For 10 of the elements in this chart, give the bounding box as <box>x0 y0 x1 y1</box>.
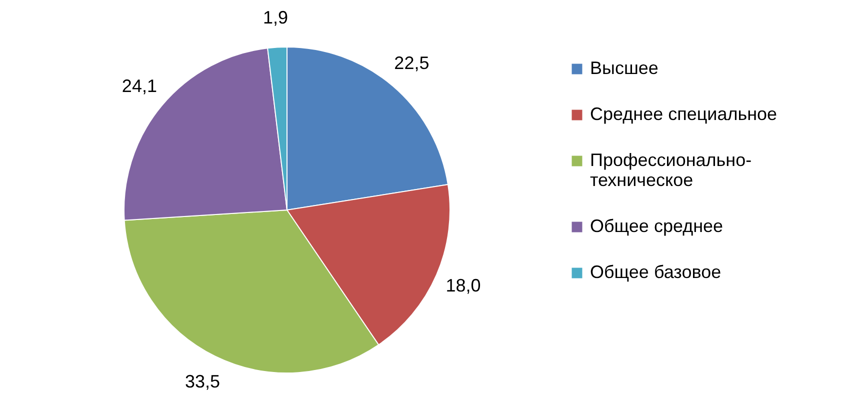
data-label: 24,1 <box>122 76 157 96</box>
data-label: 1,9 <box>263 7 288 28</box>
data-label: 22,5 <box>394 53 430 73</box>
legend-label: Профессионально-техническое <box>590 150 752 190</box>
legend-label: Среднее специальное <box>590 104 778 124</box>
data-label: 18,0 <box>446 275 481 296</box>
data-label: 33,5 <box>185 371 220 392</box>
legend-label: Общее базовое <box>590 262 722 282</box>
legend-label: Общее среднее <box>590 216 724 236</box>
legend-label: Высшее <box>590 58 658 78</box>
